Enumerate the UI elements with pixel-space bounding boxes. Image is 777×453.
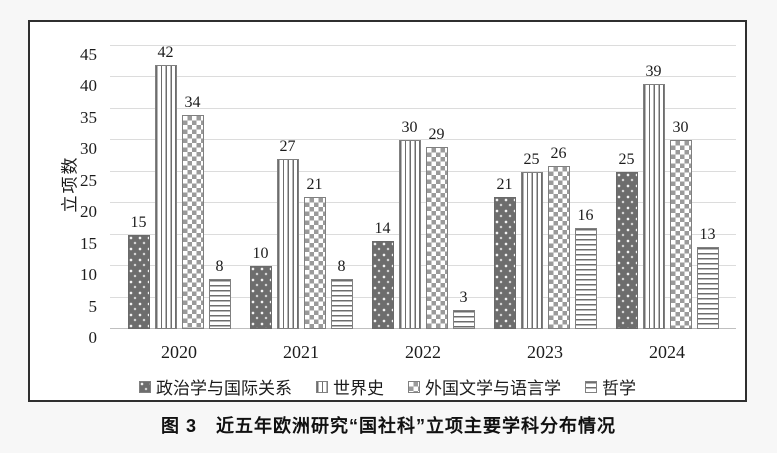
bar-wrap: 39 (642, 63, 665, 329)
x-tick-label: 2022 (405, 342, 441, 362)
plot-area: 0 5 10 15 20 25 30 35 40 45 15 42 34 8 2020 10 27 21 8 2021… (80, 44, 736, 362)
legend-marker-icon (408, 380, 420, 393)
bar-哲学 (452, 310, 475, 329)
bar-group-2024: 25 39 30 13 2024 (615, 46, 719, 362)
bar-group-2023: 21 25 26 16 2023 (493, 46, 597, 362)
x-tick-label: 2020 (161, 342, 197, 362)
x-tick-label: 2024 (649, 342, 685, 362)
legend-marker-icon (139, 380, 151, 393)
bar-外国文学与语言学 (181, 115, 204, 329)
bar-wrap: 42 (154, 44, 177, 329)
legend-marker-icon (585, 380, 597, 393)
bar-value-label: 27 (279, 138, 296, 156)
bar-政治学与国际关系 (493, 196, 516, 329)
bar-世界史 (276, 159, 299, 329)
bar-wrap: 16 (574, 207, 597, 329)
bar-wrap: 30 (669, 119, 692, 329)
legend-item: 世界史 (316, 374, 384, 399)
bar-value-label: 34 (184, 94, 201, 112)
bar-wrap: 21 (493, 176, 516, 329)
legend-label: 哲学 (602, 379, 636, 398)
bar-世界史 (154, 64, 177, 329)
bar-哲学 (330, 278, 353, 329)
bar-value-label: 10 (252, 245, 269, 263)
legend-item: 政治学与国际关系 (139, 374, 292, 399)
bar-value-label: 25 (523, 150, 540, 168)
y-axis-title: 立项数 (60, 155, 80, 213)
legend-label: 政治学与国际关系 (156, 379, 292, 398)
bar-政治学与国际关系 (127, 234, 150, 329)
bar-groups: 15 42 34 8 2020 10 27 21 8 2021 14 30 29 3 2022 21 25 26 1… (110, 44, 736, 362)
bar-wrap: 27 (276, 138, 299, 329)
bar-value-label: 3 (459, 289, 468, 307)
bar-value-label: 8 (215, 257, 224, 275)
legend-label: 世界史 (333, 379, 384, 398)
gridline (110, 107, 736, 109)
bar-wrap: 34 (181, 94, 204, 329)
legend-label: 外国文学与语言学 (425, 379, 561, 398)
legend-marker-icon (316, 380, 328, 393)
bar-value-label: 25 (618, 150, 635, 168)
bar-wrap: 14 (371, 220, 394, 329)
bar-哲学 (696, 247, 719, 329)
bar-外国文学与语言学 (669, 140, 692, 329)
bar-value-label: 13 (699, 226, 716, 244)
gridline (110, 139, 736, 141)
legend: 政治学与国际关系 世界史 外国文学与语言学 哲学 (30, 374, 745, 399)
gridline (110, 328, 736, 329)
bar-wrap: 30 (398, 119, 421, 329)
bar-wrap: 25 (520, 151, 543, 329)
figure-caption: 图 3 近五年欧洲研究“国社科”立项主要学科分布情况 (160, 416, 616, 436)
bar-政治学与国际关系 (615, 171, 638, 329)
bar-wrap: 15 (127, 214, 150, 329)
bar-wrap: 10 (249, 245, 272, 329)
bar-wrap: 13 (696, 226, 719, 329)
bar-外国文学与语言学 (425, 146, 448, 329)
gridline (110, 233, 736, 235)
bar-value-label: 29 (428, 125, 445, 143)
bar-外国文学与语言学 (547, 165, 570, 329)
bar-value-label: 30 (672, 119, 689, 137)
gridline (110, 265, 736, 267)
legend-item: 外国文学与语言学 (408, 374, 561, 399)
bar-value-label: 8 (337, 257, 346, 275)
x-tick-label: 2023 (527, 342, 563, 362)
bar-value-label: 42 (157, 43, 174, 61)
bar-value-label: 26 (550, 144, 567, 162)
bar-政治学与国际关系 (371, 240, 394, 329)
bar-wrap: 26 (547, 145, 570, 329)
bar-value-label: 30 (401, 119, 418, 137)
bar-value-label: 21 (496, 175, 513, 193)
gridline (110, 76, 736, 78)
bar-group-2022: 14 30 29 3 2022 (371, 46, 475, 362)
x-tick-label: 2021 (283, 342, 319, 362)
bar-世界史 (398, 140, 421, 329)
bar-哲学 (208, 278, 231, 329)
bar-value-label: 15 (130, 213, 147, 231)
legend-item: 哲学 (585, 374, 636, 399)
bar-group-2020: 15 42 34 8 2020 (127, 44, 231, 362)
bar-wrap: 25 (615, 151, 638, 329)
bar-哲学 (574, 228, 597, 329)
bar-value-label: 16 (577, 207, 594, 225)
gridline (110, 45, 736, 46)
bar-value-label: 39 (645, 62, 662, 80)
bar-wrap: 8 (330, 258, 353, 329)
bar-wrap: 29 (425, 126, 448, 329)
gridline (110, 170, 736, 172)
chart-panel: 立项数 0 5 10 15 20 25 30 35 40 45 15 42 34 8 2020 10 27 21 8… (28, 20, 747, 402)
bar-wrap: 3 (452, 289, 475, 329)
bar-wrap: 8 (208, 258, 231, 329)
gridline (110, 202, 736, 204)
bar-group-2021: 10 27 21 8 2021 (249, 46, 353, 362)
bar-value-label: 21 (306, 175, 323, 193)
bar-政治学与国际关系 (249, 266, 272, 329)
gridline (110, 296, 736, 298)
bar-世界史 (642, 83, 665, 329)
bar-wrap: 21 (303, 176, 326, 329)
bar-外国文学与语言学 (303, 196, 326, 329)
bar-value-label: 14 (374, 219, 391, 237)
bar-世界史 (520, 171, 543, 329)
